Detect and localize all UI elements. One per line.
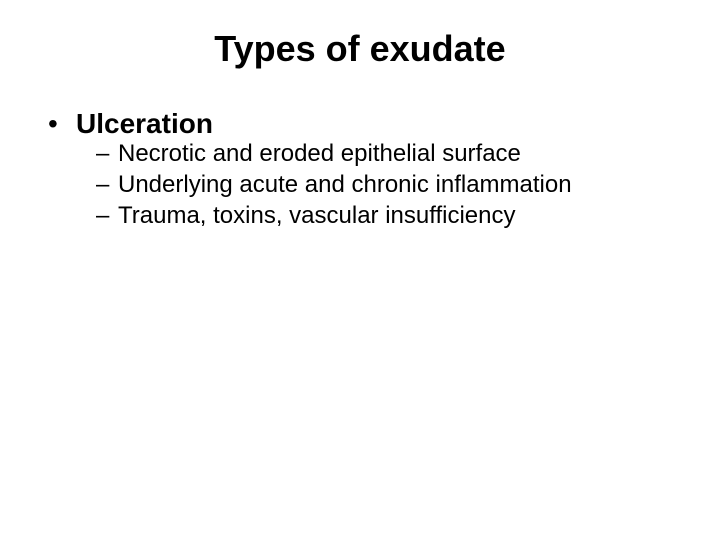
slide-title: Types of exudate (30, 28, 690, 70)
sub-bullet-text: Underlying acute and chronic inflammatio… (118, 171, 572, 198)
sub-bullet: Underlying acute and chronic inflammatio… (96, 171, 690, 199)
bullet-list-level2: Necrotic and eroded epithelial surface U… (76, 140, 690, 230)
sub-bullet: Necrotic and eroded epithelial surface (96, 140, 690, 168)
sub-bullet-text: Necrotic and eroded epithelial surface (118, 140, 521, 167)
bullet-ulceration-label: Ulceration (76, 108, 213, 139)
sub-bullet: Trauma, toxins, vascular insufficiency (96, 202, 690, 230)
bullet-list-level1: Ulceration Necrotic and eroded epithelia… (30, 108, 690, 230)
sub-bullet-text: Trauma, toxins, vascular insufficiency (118, 202, 516, 229)
bullet-ulceration: Ulceration Necrotic and eroded epithelia… (48, 108, 690, 230)
slide: Types of exudate Ulceration Necrotic and… (0, 0, 720, 540)
